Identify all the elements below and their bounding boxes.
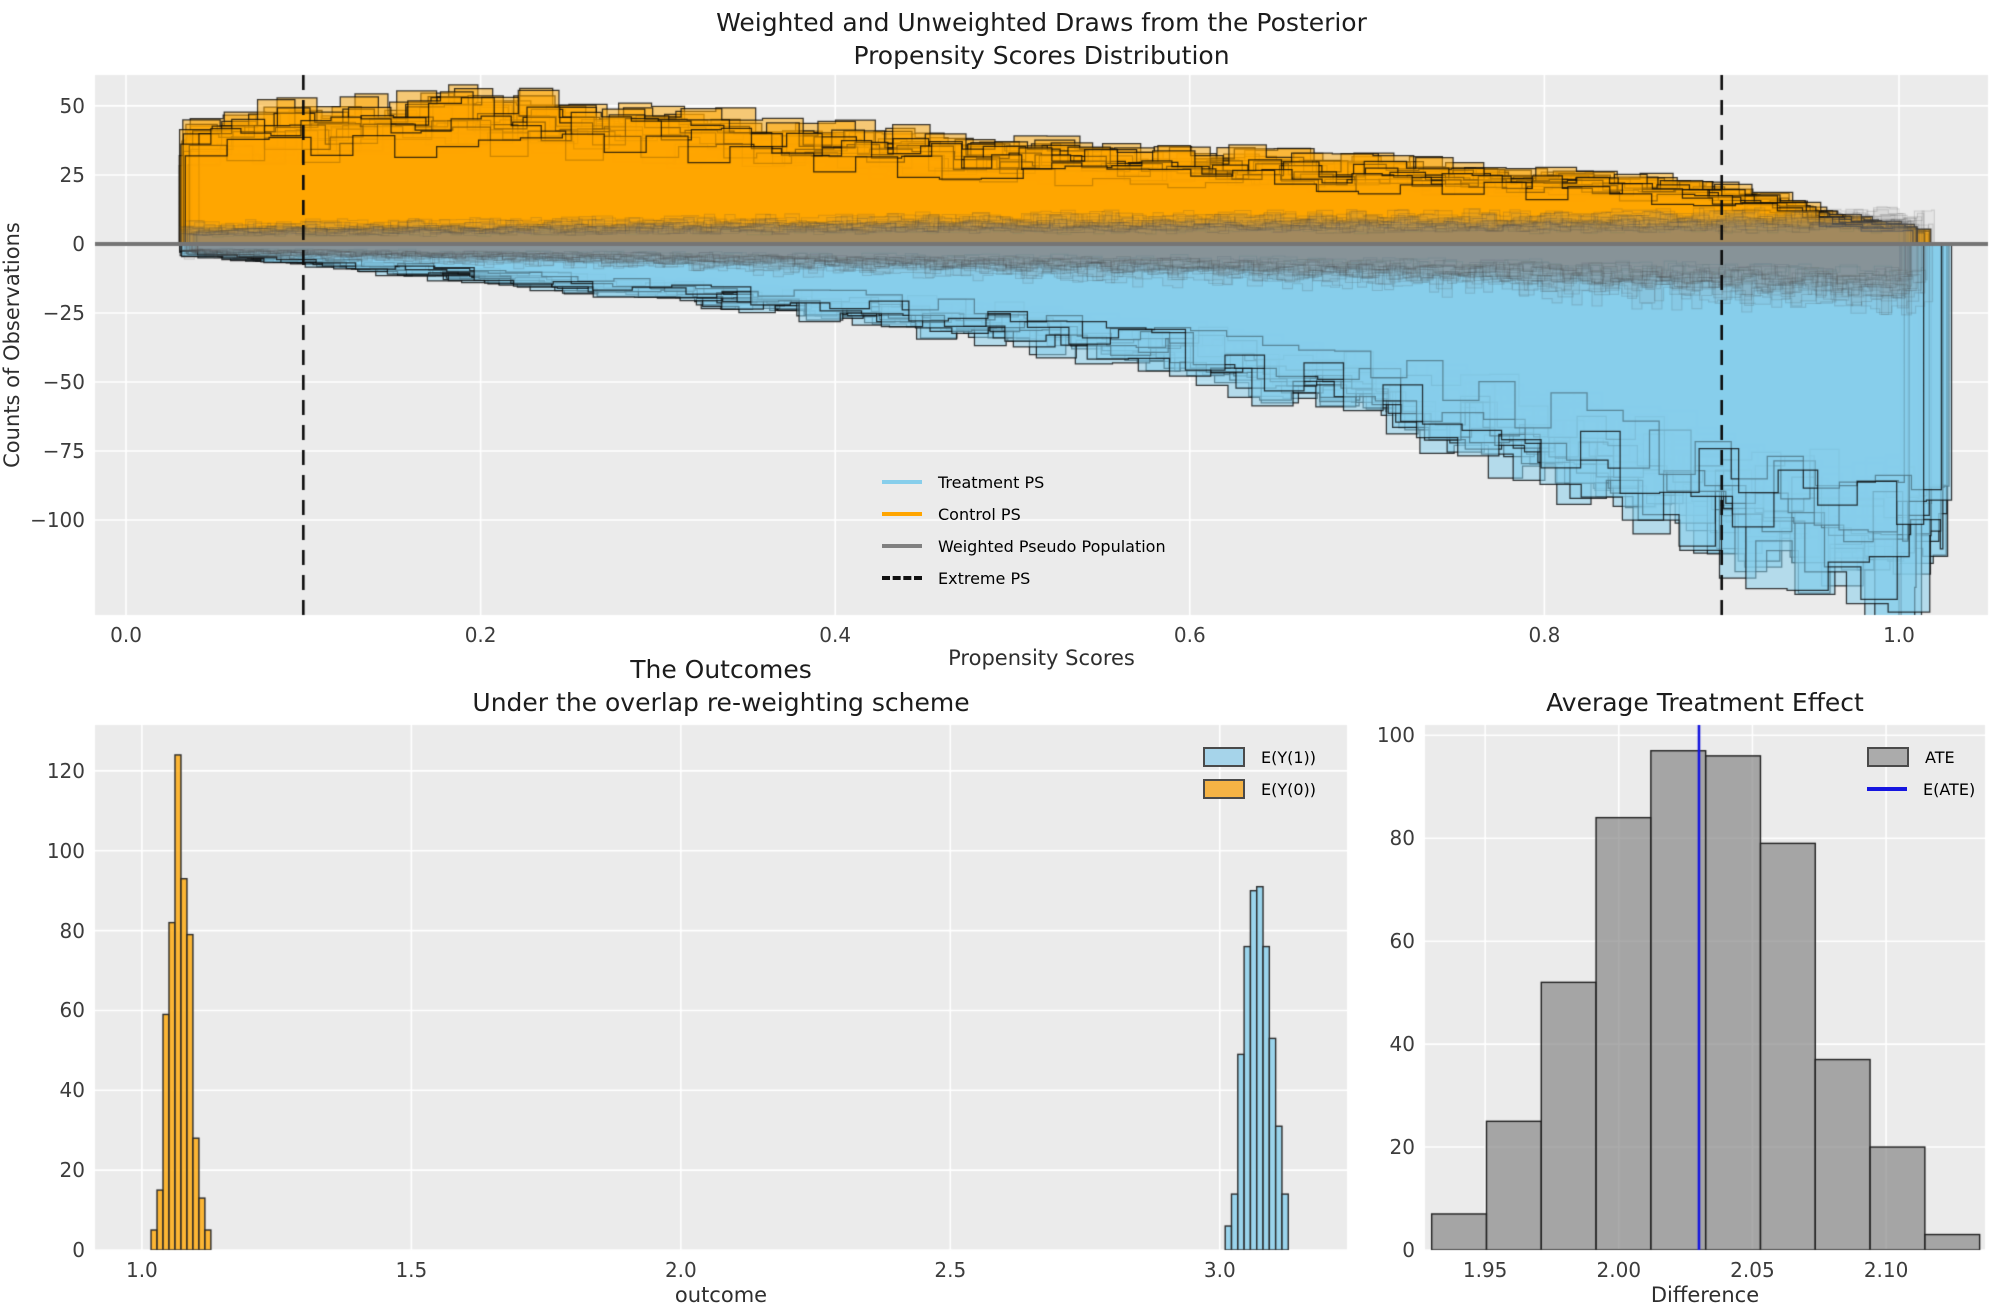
legend-item: ATE [1867,741,1975,773]
propensity-y-tick: 50 [59,93,85,118]
legend-item: E(Y(0)) [1203,773,1316,805]
outcomes-title: The Outcomes Under the overlap re-weight… [95,653,1347,719]
ate-y-tick: 100 [1376,723,1415,748]
top-title-line2: Propensity Scores Distribution [853,41,1230,70]
propensity-x-tick: 0.6 [1173,623,1206,647]
legend-item: E(ATE) [1867,773,1975,805]
ate-y-tick: 20 [1389,1135,1415,1160]
propensity-y-tick: 0 [72,231,85,256]
propensity-y-tick: −50 [42,369,85,394]
outcomes-y-tick: 0 [72,1238,85,1262]
legend-label: Treatment PS [938,472,1045,492]
outcomes-x-tick: 2.5 [934,1258,967,1282]
ate-title-line1: Average Treatment Effect [1546,688,1864,717]
legend-label: E(ATE) [1923,779,1976,799]
legend-label: Weighted Pseudo Population [938,536,1166,556]
legend-item: E(Y(1)) [1203,741,1316,773]
propensity-x-tick: 0.8 [1528,623,1561,647]
propensity-x-tick: 0.0 [110,623,142,647]
ate-x-tick: 2.10 [1863,1258,1909,1282]
ate-x-tick: 2.00 [1596,1258,1642,1282]
propensity-y-tick: −25 [42,300,85,325]
ate-y-tick: 40 [1389,1032,1415,1057]
outcomes-y-tick: 100 [46,838,85,863]
legend-item: Extreme PS [882,562,1166,594]
outcomes-x-tick: 2.0 [664,1258,697,1282]
top-legend: Treatment PS Control PS Weighted Pseudo Po… [882,466,1166,594]
outcomes-legend: E(Y(1)) E(Y(0)) [1203,741,1316,805]
legend-line-swatch [882,480,922,484]
ate-legend: ATE E(ATE) [1867,741,1975,805]
outcomes-title-line2: Under the overlap re-weighting scheme [472,688,970,717]
legend-patch-swatch [1203,747,1245,767]
legend-patch-swatch [1203,779,1245,799]
top-title-line1: Weighted and Unweighted Draws from the P… [716,8,1367,37]
ate-xlabel: Difference [1650,1283,1760,1307]
outcomes-y-tick: 60 [59,998,85,1023]
top-title: Weighted and Unweighted Draws from the P… [95,6,1988,72]
outcomes-title-line1: The Outcomes [630,655,812,684]
propensity-x-tick: 0.2 [464,623,497,647]
legend-dash-swatch [882,576,922,580]
ate-y-tick: 60 [1389,929,1415,954]
ate-y-tick: 0 [1402,1238,1415,1262]
legend-item: Treatment PS [882,466,1166,498]
legend-label: ATE [1925,747,1955,767]
legend-label: E(Y(0)) [1261,779,1317,799]
ate-y-tick: 80 [1389,826,1415,851]
legend-line-swatch [882,512,922,516]
top-xlabel: Propensity Scores [948,646,1135,670]
propensity-y-tick: −75 [42,439,85,463]
legend-item: Weighted Pseudo Population [882,530,1166,562]
propensity-y-tick: −100 [30,508,85,533]
propensity-x-tick: 0.4 [819,623,852,647]
propensity-y-tick: 25 [59,162,85,187]
ate-x-tick: 2.05 [1730,1258,1775,1282]
legend-item: Control PS [882,498,1166,530]
ate-x-tick: 1.95 [1462,1258,1508,1282]
outcomes-x-tick: 1.0 [125,1258,158,1282]
outcomes-y-tick: 20 [59,1158,85,1183]
legend-patch-swatch [1867,747,1909,767]
outcomes-x-tick: 3.0 [1203,1258,1236,1282]
outcomes-y-tick: 120 [46,758,85,783]
outcomes-y-tick: 40 [59,1078,85,1103]
outcomes-xlabel: outcome [674,1283,768,1307]
legend-line-swatch [882,544,922,548]
ate-title: Average Treatment Effect [1425,686,1985,719]
legend-label: E(Y(1)) [1261,747,1317,767]
legend-label: Control PS [938,504,1021,524]
legend-label: Extreme PS [938,568,1031,588]
propensity-x-tick: 1.0 [1883,623,1915,647]
outcomes-x-tick: 1.5 [395,1258,428,1282]
legend-line-swatch [1867,787,1907,791]
outcomes-y-tick: 80 [59,918,85,943]
